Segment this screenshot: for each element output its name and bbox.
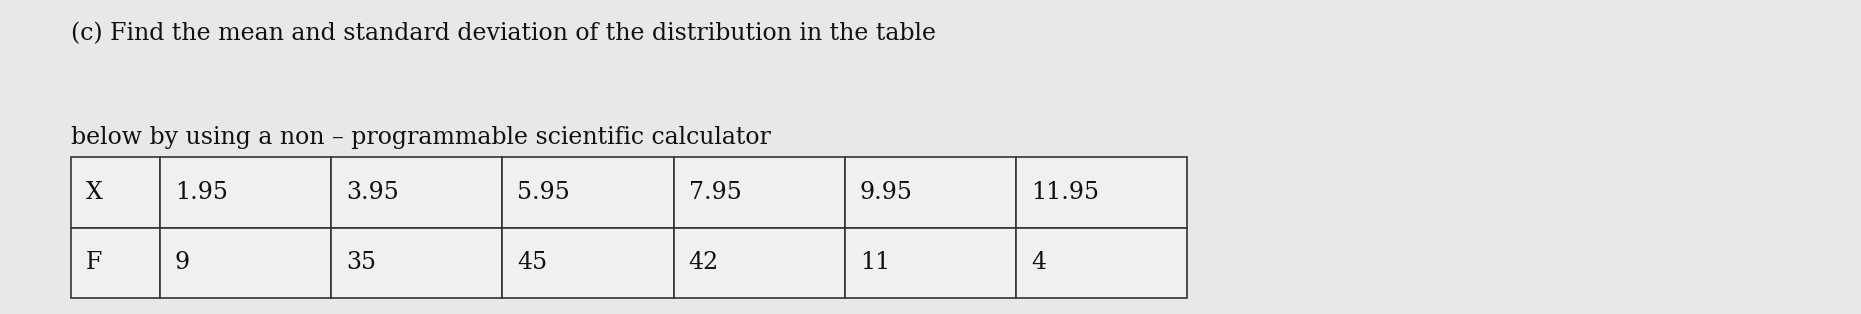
Text: 7.95: 7.95 bbox=[689, 181, 741, 204]
Text: below by using a non – programmable scientific calculator: below by using a non – programmable scie… bbox=[71, 126, 770, 149]
Bar bbox=[160, 157, 331, 228]
Bar bbox=[845, 228, 1016, 298]
Bar bbox=[502, 157, 674, 228]
Bar bbox=[331, 157, 502, 228]
Text: 9: 9 bbox=[175, 252, 190, 274]
Text: X: X bbox=[86, 181, 102, 204]
Text: 3.95: 3.95 bbox=[346, 181, 398, 204]
Text: (c) Find the mean and standard deviation of the distribution in the table: (c) Find the mean and standard deviation… bbox=[71, 22, 936, 45]
Bar bbox=[845, 157, 1016, 228]
Bar bbox=[71, 157, 160, 228]
Text: 9.95: 9.95 bbox=[860, 181, 912, 204]
Text: 1.95: 1.95 bbox=[175, 181, 227, 204]
Bar bbox=[71, 228, 160, 298]
Text: 45: 45 bbox=[517, 252, 547, 274]
Bar bbox=[502, 228, 674, 298]
Bar bbox=[331, 228, 502, 298]
Bar bbox=[160, 228, 331, 298]
Text: F: F bbox=[86, 252, 102, 274]
Text: 5.95: 5.95 bbox=[517, 181, 569, 204]
Bar bbox=[1016, 228, 1187, 298]
Text: 11.95: 11.95 bbox=[1031, 181, 1100, 204]
Bar bbox=[1016, 157, 1187, 228]
Text: 35: 35 bbox=[346, 252, 376, 274]
Bar bbox=[674, 157, 845, 228]
Text: 4: 4 bbox=[1031, 252, 1046, 274]
Text: 42: 42 bbox=[689, 252, 718, 274]
Bar bbox=[674, 228, 845, 298]
Text: 11: 11 bbox=[860, 252, 890, 274]
